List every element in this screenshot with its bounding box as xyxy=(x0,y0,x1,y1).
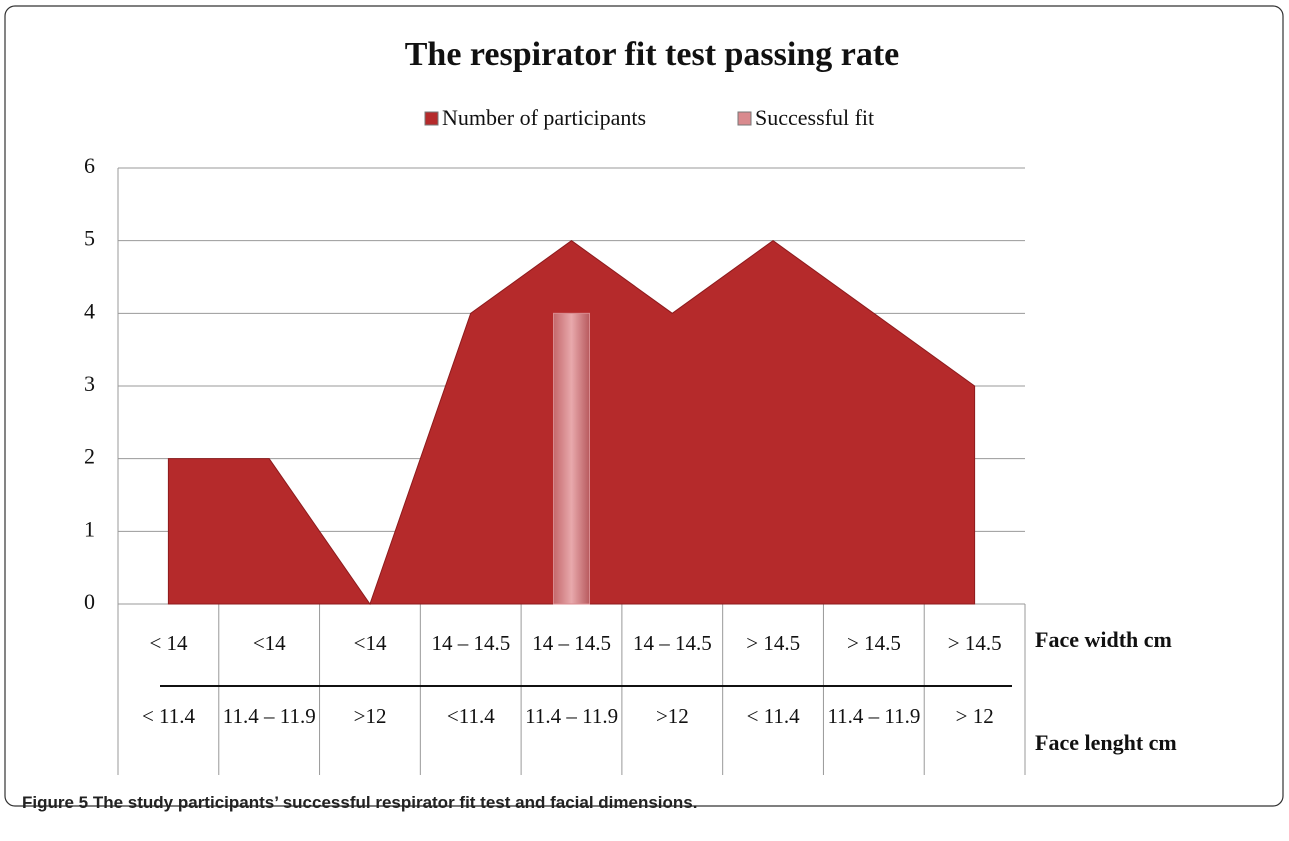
y-tick-label: 5 xyxy=(84,226,95,251)
category-label: 11.4 – 11.9 xyxy=(222,704,316,728)
category-label: 14 – 14.5 xyxy=(633,631,712,655)
caption: Figure 5 The study participants’ success… xyxy=(22,793,698,812)
category-level-name: Face width cm xyxy=(1035,627,1172,652)
legend-swatch xyxy=(424,111,439,126)
y-tick-label: 6 xyxy=(84,153,95,178)
legend-label: Successful fit xyxy=(755,105,874,130)
category-level-name: Face lenght cm xyxy=(1035,730,1177,755)
chart-title: The respirator fit test passing rate xyxy=(405,36,900,73)
category-label: <11.4 xyxy=(446,704,495,728)
category-label: < 11.4 xyxy=(141,704,196,728)
category-label: >12 xyxy=(655,704,689,728)
category-label: <14 xyxy=(252,631,286,655)
y-tick-label: 4 xyxy=(84,298,95,323)
legend-label: Number of participants xyxy=(442,105,646,130)
category-label: < 14 xyxy=(149,631,188,655)
category-label: <14 xyxy=(353,631,387,655)
bar xyxy=(553,312,590,605)
category-label: > 12 xyxy=(955,704,994,728)
category-label: > 14.5 xyxy=(947,631,1002,655)
category-label: 11.4 – 11.9 xyxy=(525,704,619,728)
y-tick-label: 1 xyxy=(84,516,95,541)
frame xyxy=(4,5,1284,807)
category-label: 14 – 14.5 xyxy=(431,631,511,655)
legend-swatch xyxy=(737,111,752,126)
category-label: < 11.4 xyxy=(746,704,800,728)
category-label: >12 xyxy=(353,704,387,728)
category-label: > 14.5 xyxy=(746,631,801,655)
y-tick-label: 3 xyxy=(84,371,95,396)
category-label: > 14.5 xyxy=(847,631,901,655)
y-tick-label: 2 xyxy=(84,444,95,469)
y-tick-label: 0 xyxy=(84,589,95,614)
category-label: 11.4 – 11.9 xyxy=(827,704,921,728)
category-label: 14 – 14.5 xyxy=(532,631,611,655)
